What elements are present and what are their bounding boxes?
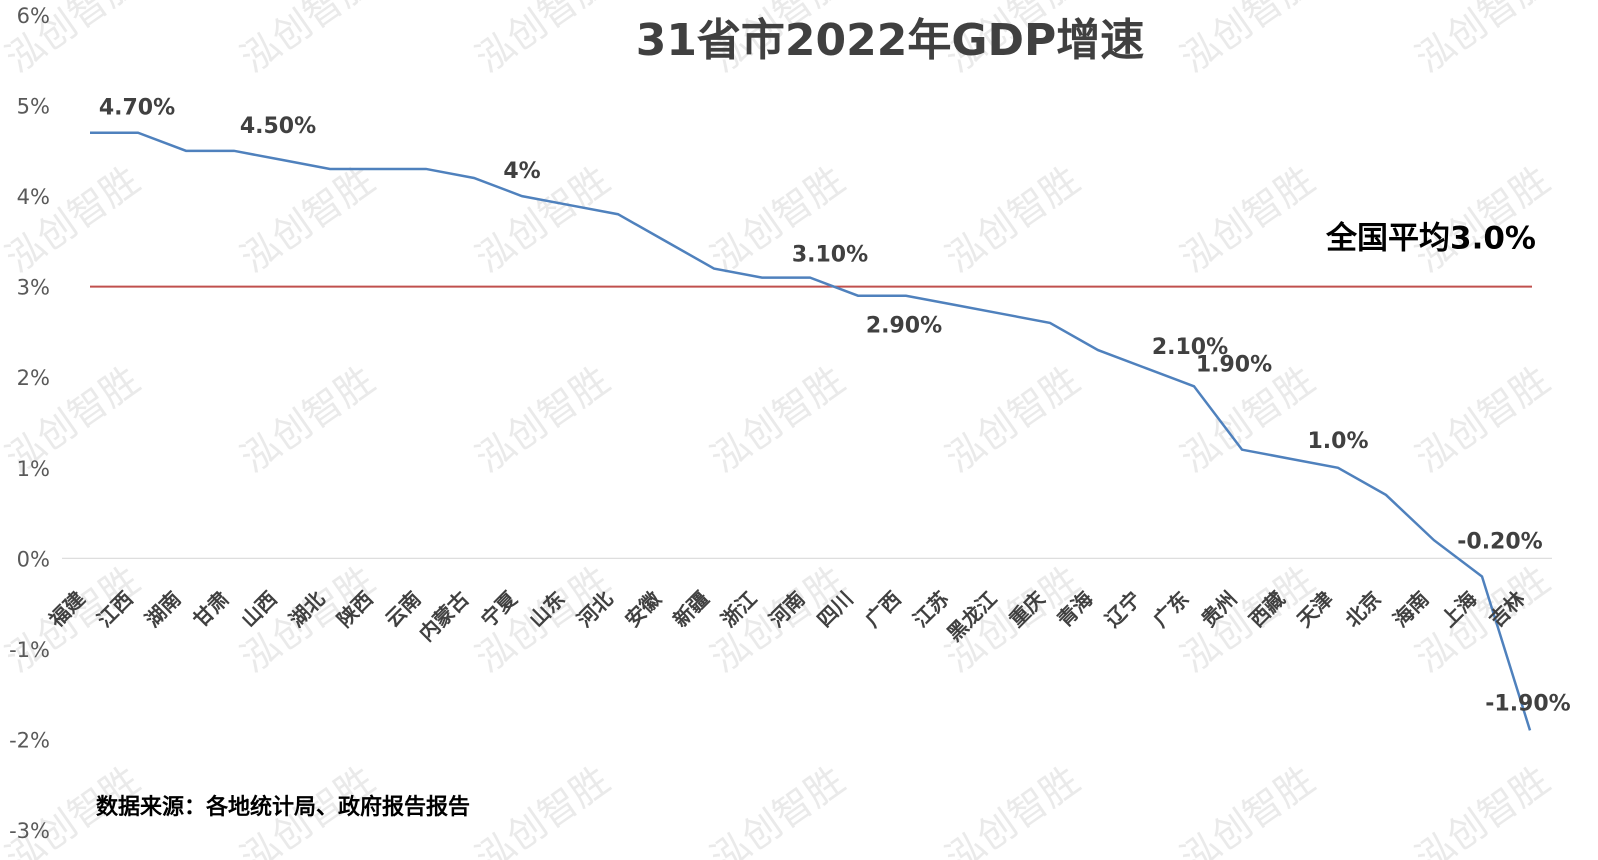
x-tick-label: 北京 bbox=[1340, 587, 1385, 632]
watermark-text: 泓创智胜 bbox=[233, 158, 383, 281]
watermark-text: 泓创智胜 bbox=[938, 758, 1088, 860]
source-note: 数据来源：各地统计局、政府报告报告 bbox=[96, 794, 470, 820]
data-label: 1.0% bbox=[1307, 429, 1368, 454]
data-label: 4% bbox=[503, 159, 540, 184]
x-tick-label: 广西 bbox=[860, 587, 905, 632]
data-label: 2.10% bbox=[1152, 335, 1228, 360]
data-label: -0.20% bbox=[1457, 529, 1542, 554]
y-tick-label: 0% bbox=[17, 547, 50, 571]
y-tick-label: 6% bbox=[17, 4, 50, 28]
data-label: -1.90% bbox=[1485, 691, 1570, 716]
gdp-growth-series-line bbox=[90, 131, 1532, 731]
watermark-text: 泓创智胜 bbox=[468, 758, 618, 860]
y-tick-label: 5% bbox=[17, 95, 50, 119]
x-tick-label: 新疆 bbox=[668, 587, 713, 632]
watermark-text: 泓创智胜 bbox=[938, 158, 1088, 281]
x-tick-label: 内蒙古 bbox=[414, 587, 473, 646]
watermark-text: 泓创智胜 bbox=[1173, 758, 1323, 860]
chart-title: 31省市2022年GDP增速 bbox=[636, 15, 1145, 66]
y-tick-label: -3% bbox=[9, 819, 50, 843]
watermark-text: 泓创智胜 bbox=[468, 358, 618, 481]
x-tick-label: 海南 bbox=[1388, 587, 1433, 632]
data-labels: 4.70% 4.50% 4% 3.10% 2.90% 2.10%1.90% 1.0% -0.2… bbox=[99, 96, 1571, 717]
y-tick-label: -1% bbox=[9, 638, 50, 662]
data-label: 4.70% bbox=[99, 96, 175, 121]
y-tick-label: -2% bbox=[9, 728, 50, 752]
watermark-text: 泓创智胜 bbox=[0, 158, 147, 281]
data-label: 1.90% bbox=[1196, 352, 1272, 377]
national-average-label: 全国平均3.0% bbox=[1325, 221, 1536, 257]
watermark-text: 泓创智胜 bbox=[468, 158, 618, 281]
watermark-text: 泓创智胜 bbox=[233, 0, 383, 81]
watermark-text: 泓创智胜 bbox=[1173, 0, 1323, 81]
watermark-text: 泓创智胜 bbox=[938, 358, 1088, 481]
data-label: 3.10% bbox=[792, 243, 868, 268]
x-tick-label: 广东 bbox=[1148, 587, 1193, 632]
y-tick-label: 1% bbox=[17, 457, 50, 481]
watermark-text: 泓创智胜 bbox=[1408, 158, 1558, 281]
watermark-text: 泓创智胜 bbox=[703, 358, 853, 481]
watermark-text: 泓创智胜 bbox=[1173, 158, 1323, 281]
watermark-text: 泓创智胜 bbox=[703, 758, 853, 860]
y-tick-label: 4% bbox=[17, 185, 50, 209]
data-label: 4.50% bbox=[240, 114, 316, 139]
x-tick-label: 安徽 bbox=[620, 586, 666, 632]
watermark-text: 泓创智胜 bbox=[233, 358, 383, 481]
y-tick-label: 3% bbox=[17, 276, 50, 300]
watermark-text: 泓创智胜 bbox=[1408, 358, 1558, 481]
data-label: 2.90% bbox=[866, 314, 942, 339]
watermark-text: 泓创智胜 bbox=[468, 0, 618, 81]
watermark-text: 泓创智胜 bbox=[1408, 0, 1558, 81]
x-tick-label: 辽宁 bbox=[1100, 587, 1145, 632]
y-tick-label: 2% bbox=[17, 366, 50, 390]
watermark-text: 泓创智胜 bbox=[1408, 758, 1558, 860]
y-axis: 6% 5% 4% 3% 2% 1% 0% -1% -2% -3% bbox=[9, 4, 50, 843]
x-tick-label: 甘肃 bbox=[188, 587, 233, 632]
